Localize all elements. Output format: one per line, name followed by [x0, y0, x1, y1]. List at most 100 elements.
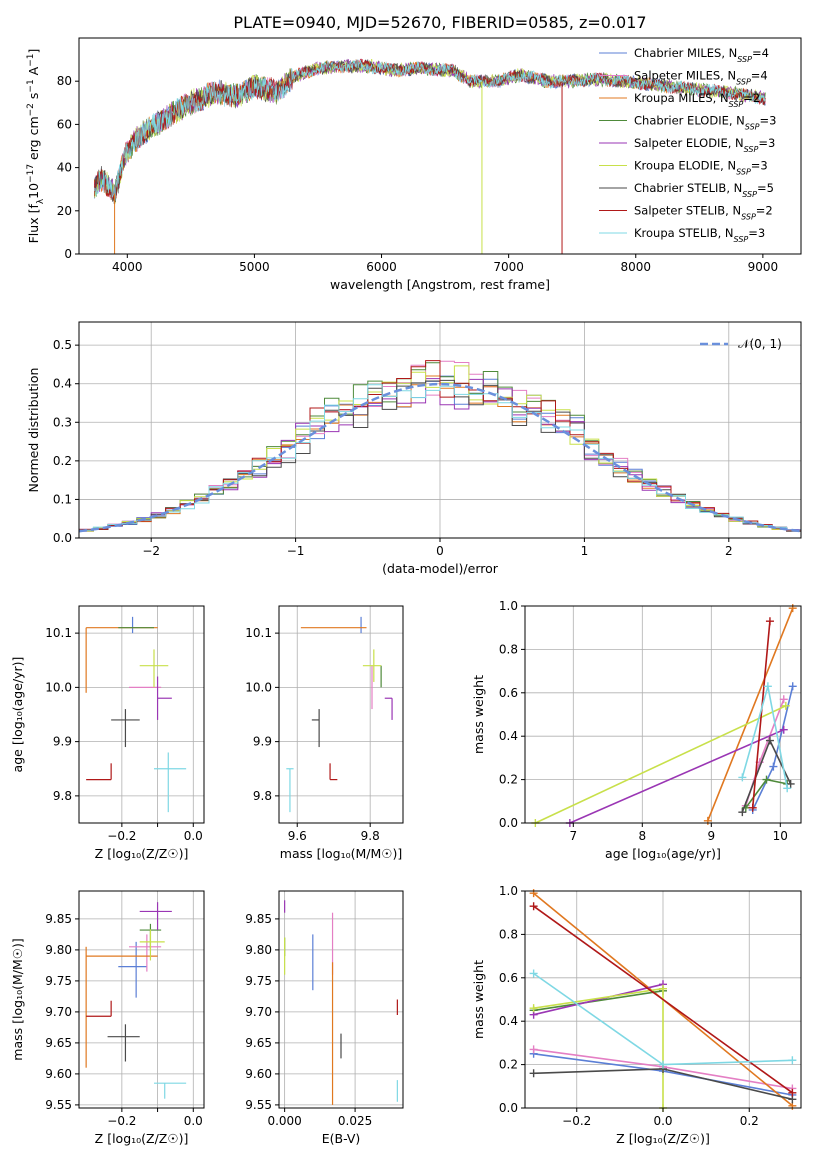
chart-weight_vs_age: 7 8 9 10 0.0 0.2 0.4 0.6 0.8 1.0 age [log₁₀(age/yr… — [471, 599, 802, 861]
legend-label-chab_miles: Chabrier MILES, NSSP=4 — [634, 46, 769, 64]
legend-part: SSP — [729, 100, 744, 109]
marker-krou_elodie — [781, 701, 790, 710]
legend-part: =3 — [748, 226, 765, 240]
series-line-salp_elodie — [533, 983, 664, 1016]
marker-chab_stelib — [738, 808, 747, 817]
legend-part: Chabrier STELIB, N — [634, 181, 742, 195]
y-label-part: −17 — [26, 164, 36, 183]
y-tick-label: 0.8 — [499, 927, 518, 941]
y-axis-label: mass weight — [471, 675, 486, 754]
y-tick-label: 9.8 — [253, 789, 272, 803]
legend-part: SSP — [737, 55, 752, 64]
x-tick-label: 9000 — [748, 260, 779, 274]
y-tick-label: 9.55 — [45, 1098, 72, 1112]
x-tick-label: 9 — [707, 829, 715, 843]
legend-label-chab_stelib: Chabrier STELIB, NSSP=5 — [634, 181, 774, 199]
marker-chab_stelib — [786, 779, 795, 788]
marker-krou_stelib — [529, 969, 538, 978]
y-tick-label: 0.2 — [499, 773, 518, 787]
plot-area — [531, 604, 797, 827]
x-tick-label: 0.0 — [184, 1114, 203, 1128]
marker-krou_stelib — [738, 773, 747, 782]
y-tick-label: 20 — [57, 204, 72, 218]
x-tick-label: −2 — [142, 544, 160, 558]
x-tick-label: 0.025 — [338, 1114, 372, 1128]
y-tick-label: 9.65 — [45, 1036, 72, 1050]
normal-curve — [79, 382, 801, 533]
x-tick-label: −0.2 — [107, 829, 136, 843]
legend-part: =2 — [756, 204, 773, 218]
chart-spectrum: 4000 5000 6000 7000 8000 9000 0 20 40 60 80 wavelen… — [26, 37, 802, 292]
y-tick-label: 0.4 — [53, 377, 72, 391]
marker-salp_miles — [529, 1045, 538, 1054]
y-label-part: erg cm — [26, 116, 41, 164]
legend-part: Kroupa ELODIE, N — [634, 159, 736, 173]
marker-salp_stelib — [748, 803, 757, 812]
y-tick-label: 1.0 — [499, 599, 518, 613]
legend-part: =4 — [752, 46, 769, 60]
series-line-salp_elodie — [569, 728, 785, 824]
y-label-part: λ — [36, 198, 46, 204]
y-tick-label: 9.9 — [53, 735, 72, 749]
figure-title: PLATE=0940, MJD=52670, FIBERID=0585, z=0… — [233, 13, 646, 32]
chart-age_vs_Z: −0.2 0.0 9.8 9.9 10.0 10.1 Z [log₁₀(Z/Z☉)] age … — [10, 605, 205, 861]
x-tick-label: 1 — [581, 544, 589, 558]
histogram-krou_stelib — [79, 384, 801, 531]
y-tick-label: 0.1 — [53, 492, 72, 506]
y-tick-label: 80 — [57, 74, 72, 88]
y-tick-label: 9.85 — [245, 912, 272, 926]
marker-krou_miles — [703, 816, 712, 825]
y-tick-label: 9.9 — [253, 735, 272, 749]
legend-label-salp_stelib: Salpeter STELIB, NSSP=2 — [634, 204, 773, 222]
x-tick-label: 0.0 — [653, 1114, 672, 1128]
axes-frame — [78, 37, 802, 255]
legend-part: =5 — [757, 181, 774, 195]
legend-part: SSP — [744, 145, 759, 154]
y-tick-label: 10.1 — [245, 626, 272, 640]
marker-krou_elodie — [659, 984, 667, 993]
y-label-part: −2 — [26, 103, 36, 116]
y-tick-label: 9.80 — [45, 943, 72, 957]
legend-part: SSP — [745, 122, 760, 131]
x-tick-label: 6000 — [366, 260, 397, 274]
x-tick-label: 0 — [436, 544, 444, 558]
x-tick-label: 5000 — [239, 260, 270, 274]
y-label-part: s — [26, 93, 41, 104]
series-line-krou_miles — [707, 607, 794, 822]
x-axis-label: Z [log₁₀(Z/Z☉)] — [95, 1131, 189, 1146]
y-tick-label: 9.60 — [245, 1067, 272, 1081]
legend-part: SSP — [734, 235, 749, 244]
marker-krou_miles — [788, 604, 797, 613]
y-tick-label: 0.0 — [499, 1101, 518, 1115]
chart-age_vs_mass: 9.6 9.8 9.8 9.9 10.0 10.1 mass [log₁₀(M/M☉)] — [245, 605, 404, 861]
x-tick-label: −0.2 — [562, 1114, 591, 1128]
x-tick-label: 7000 — [493, 260, 524, 274]
y-label-part: −1 — [26, 79, 36, 92]
y-tick-label: 0.3 — [53, 415, 72, 429]
marker-krou_stelib — [763, 682, 772, 691]
x-tick-label: 7 — [569, 829, 577, 843]
plot-area — [284, 900, 398, 1105]
axes-frame — [278, 890, 404, 1109]
y-label-part: 10 — [26, 183, 41, 199]
spectrum-line-krou_stelib — [94, 59, 766, 201]
y-tick-label: 0.0 — [499, 816, 518, 830]
y-tick-label: 0.8 — [499, 642, 518, 656]
axes-frame — [78, 605, 205, 824]
marker-salp_stelib — [529, 902, 538, 911]
y-axis-label: age [log₁₀(age/yr)] — [10, 657, 25, 773]
y-tick-label: 1.0 — [499, 884, 518, 898]
marker-krou_elodie — [529, 1004, 538, 1013]
y-axis-label: mass weight — [471, 960, 486, 1039]
y-tick-label: 10.1 — [45, 626, 72, 640]
y-tick-label: 9.55 — [245, 1098, 272, 1112]
legend-part: =4 — [751, 69, 768, 83]
x-axis-label: age [log₁₀(age/yr)] — [605, 846, 721, 861]
legend-part: Kroupa MILES, N — [634, 91, 729, 105]
legend-part: Kroupa STELIB, N — [634, 226, 734, 240]
chart-residuals: −2 −1 0 1 2 0.0 0.1 0.2 0.3 0.4 0.5 (data-model)/er… — [26, 321, 802, 576]
x-tick-label: 0.2 — [740, 1114, 759, 1128]
y-tick-label: 9.75 — [245, 974, 272, 988]
y-tick-label: 60 — [57, 117, 72, 131]
